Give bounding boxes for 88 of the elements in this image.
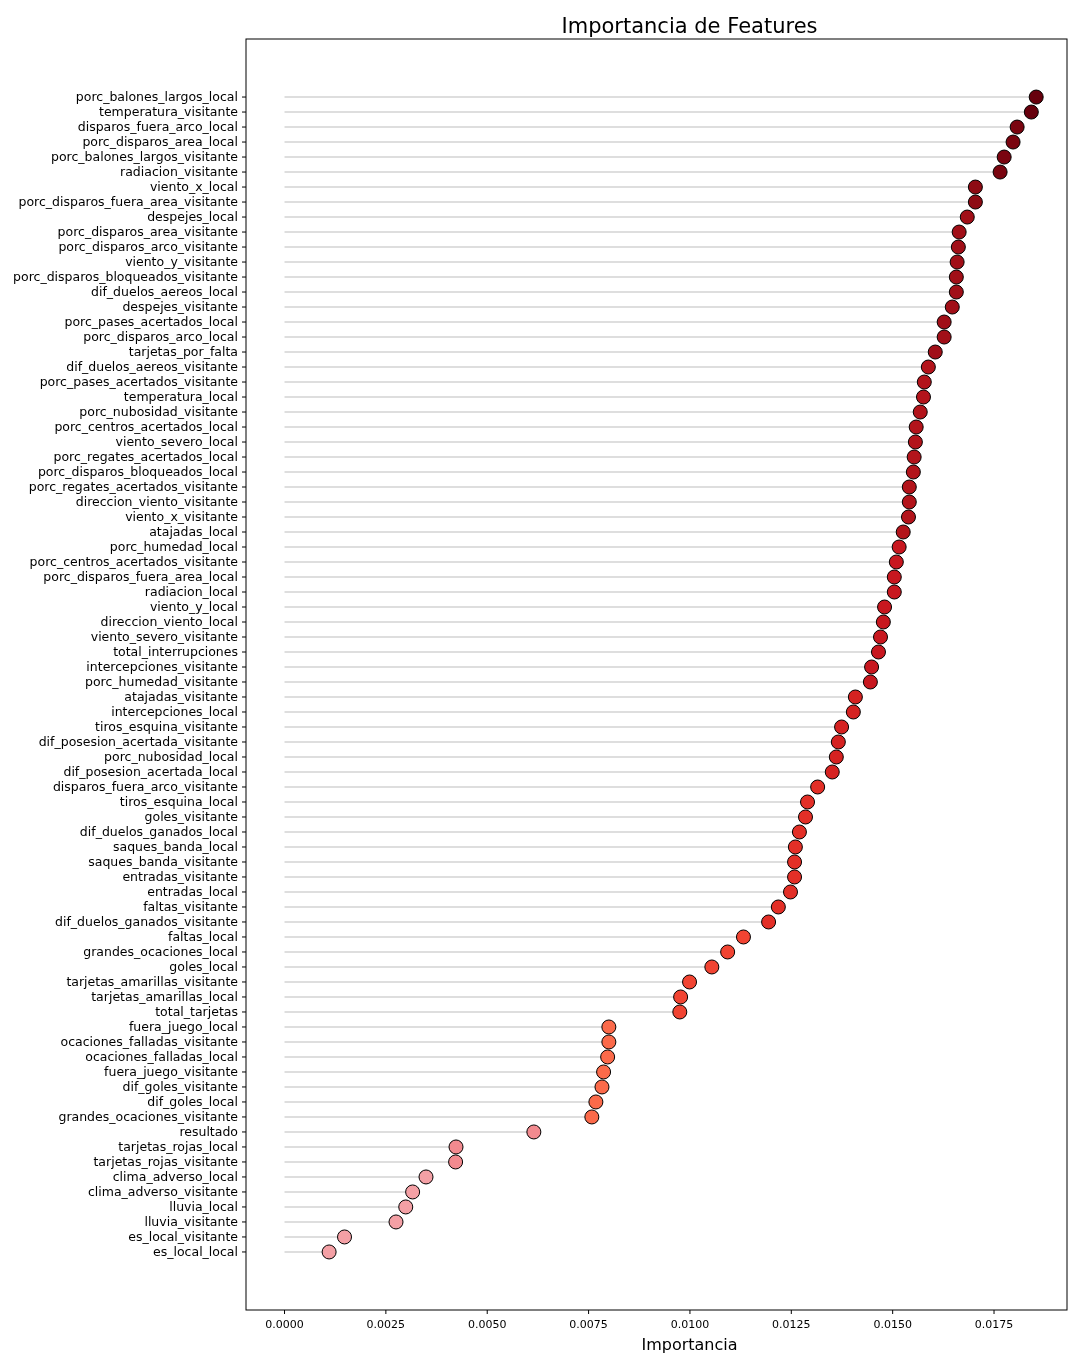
x-tick-label: 0.0125: [772, 1318, 811, 1331]
y-tick-label: entradas_visitante: [122, 869, 239, 885]
y-tick-label: porc_disparos_fuera_area_visitante: [18, 194, 239, 210]
y-tick-label: dif_duelos_aereos_local: [91, 284, 238, 300]
y-tick-label: ocaciones_falladas_visitante: [60, 1034, 239, 1050]
x-tick-label: 0.0025: [366, 1318, 406, 1331]
y-tick-label: porc_nubosidad_local: [104, 749, 238, 765]
y-tick-label: tiros_esquina_visitante: [95, 719, 239, 735]
y-tick-label: fuera_juego_visitante: [104, 1064, 239, 1080]
x-tick-label: 0.0050: [467, 1318, 507, 1331]
y-tick-label: dif_posesion_acertada_local: [63, 764, 238, 780]
y-tick-label: radiacion_visitante: [120, 164, 239, 180]
y-tick-label: porc_disparos_fuera_area_local: [43, 569, 238, 585]
y-tick-label: porc_humedad_visitante: [85, 674, 239, 690]
y-tick-label: entradas_local: [147, 884, 238, 900]
y-tick-label: clima_adverso_visitante: [87, 1184, 239, 1200]
y-tick-label: porc_balones_largos_visitante: [51, 149, 239, 165]
y-tick-label: viento_y_visitante: [125, 254, 239, 270]
y-tick-label: porc_balones_largos_local: [75, 89, 238, 105]
y-tick-label: atajadas_local: [149, 524, 238, 540]
y-tick-label: radiacion_local: [144, 584, 238, 600]
y-tick-label: saques_banda_visitante: [88, 854, 239, 870]
y-tick-label: dif_duelos_aereos_visitante: [66, 359, 239, 375]
y-tick-label: porc_disparos_area_visitante: [57, 224, 239, 240]
y-tick-label: porc_regates_acertados_visitante: [28, 479, 239, 495]
y-tick-label: es_local_visitante: [128, 1229, 239, 1245]
y-tick-label: clima_adverso_local: [112, 1169, 238, 1185]
y-tick-label: porc_disparos_arco_visitante: [58, 239, 239, 255]
y-tick-label: dif_posesion_acertada_visitante: [38, 734, 239, 750]
y-tick-label: total_tarjetas: [155, 1004, 238, 1020]
y-tick-label: fuera_juego_local: [128, 1019, 238, 1035]
y-tick-label: faltas_local: [168, 929, 238, 945]
y-tick-label: temperatura_local: [123, 389, 238, 405]
y-tick-label: viento_severo_local: [115, 434, 238, 450]
y-tick-label: despejes_local: [147, 209, 238, 225]
y-tick-label: es_local_local: [153, 1244, 238, 1260]
y-tick-label: atajadas_visitante: [124, 689, 239, 705]
x-tick-label: 0.0075: [569, 1318, 608, 1331]
x-tick-label: 0.0175: [974, 1318, 1014, 1331]
y-tick-label: lluvia_local: [169, 1199, 238, 1215]
y-tick-label: viento_y_local: [149, 599, 238, 615]
y-tick-label: porc_centros_acertados_visitante: [29, 554, 239, 570]
x-tick-label: 0.0150: [873, 1318, 912, 1331]
y-tick-label: goles_visitante: [144, 809, 239, 825]
y-tick-label: viento_x_local: [149, 179, 238, 195]
y-tick-label: disparos_fuera_arco_local: [77, 119, 238, 135]
y-tick-label: dif_goles_local: [147, 1094, 238, 1110]
y-tick-label: porc_nubosidad_visitante: [79, 404, 239, 420]
y-tick-label: tarjetas_rojas_local: [118, 1139, 238, 1155]
y-tick-label: intercepciones_local: [111, 704, 238, 720]
y-tick-label: resultado: [179, 1124, 238, 1140]
y-tick-label: porc_disparos_arco_local: [83, 329, 238, 345]
y-tick-label: disparos_fuera_arco_visitante: [52, 779, 239, 795]
y-tick-label: tarjetas_por_falta: [128, 344, 238, 360]
y-tick-label: intercepciones_visitante: [86, 659, 239, 675]
y-tick-label: porc_pases_acertados_local: [64, 314, 238, 330]
y-tick-label: tarjetas_rojas_visitante: [93, 1154, 239, 1170]
y-tick-label: despejes_visitante: [122, 299, 239, 315]
y-tick-label: dif_duelos_ganados_visitante: [55, 914, 239, 930]
y-tick-label: saques_banda_local: [113, 839, 238, 855]
y-tick-label: direccion_viento_local: [100, 614, 238, 630]
x-tick-label: 0.0100: [670, 1318, 710, 1331]
y-tick-label: tiros_esquina_local: [119, 794, 238, 810]
y-tick-label: direccion_viento_visitante: [75, 494, 239, 510]
y-tick-label: porc_disparos_area_local: [82, 134, 238, 150]
y-tick-label: viento_severo_visitante: [90, 629, 239, 645]
y-tick-label: ocaciones_falladas_local: [85, 1049, 238, 1065]
x-tick-label: 0.0000: [265, 1318, 304, 1331]
y-tick-label: porc_centros_acertados_local: [54, 419, 238, 435]
y-tick-label: goles_local: [169, 959, 238, 975]
y-tick-label: temperatura_visitante: [99, 104, 239, 120]
y-tick-label: lluvia_visitante: [144, 1214, 239, 1230]
y-tick-label: porc_regates_acertados_local: [53, 449, 238, 465]
y-tick-label: faltas_visitante: [143, 899, 239, 915]
y-tick-label: dif_duelos_ganados_local: [79, 824, 238, 840]
y-tick-label: grandes_ocaciones_visitante: [58, 1109, 239, 1125]
y-tick-label: tarjetas_amarillas_visitante: [66, 974, 239, 990]
y-tick-label: tarjetas_amarillas_local: [91, 989, 238, 1005]
y-tick-label: dif_goles_visitante: [122, 1079, 239, 1095]
y-tick-label: grandes_ocaciones_local: [83, 944, 238, 960]
y-tick-label: viento_x_visitante: [125, 509, 239, 525]
y-tick-label: porc_humedad_local: [109, 539, 238, 555]
y-tick-label: porc_disparos_bloqueados_local: [37, 464, 238, 480]
y-tick-label: porc_disparos_bloqueados_visitante: [13, 269, 239, 285]
y-tick-label: porc_pases_acertados_visitante: [39, 374, 239, 390]
chart-title: Importancia de Features: [561, 14, 818, 38]
x-axis-title: Importancia: [641, 1335, 738, 1353]
y-tick-label: total_interrupciones: [113, 644, 238, 660]
